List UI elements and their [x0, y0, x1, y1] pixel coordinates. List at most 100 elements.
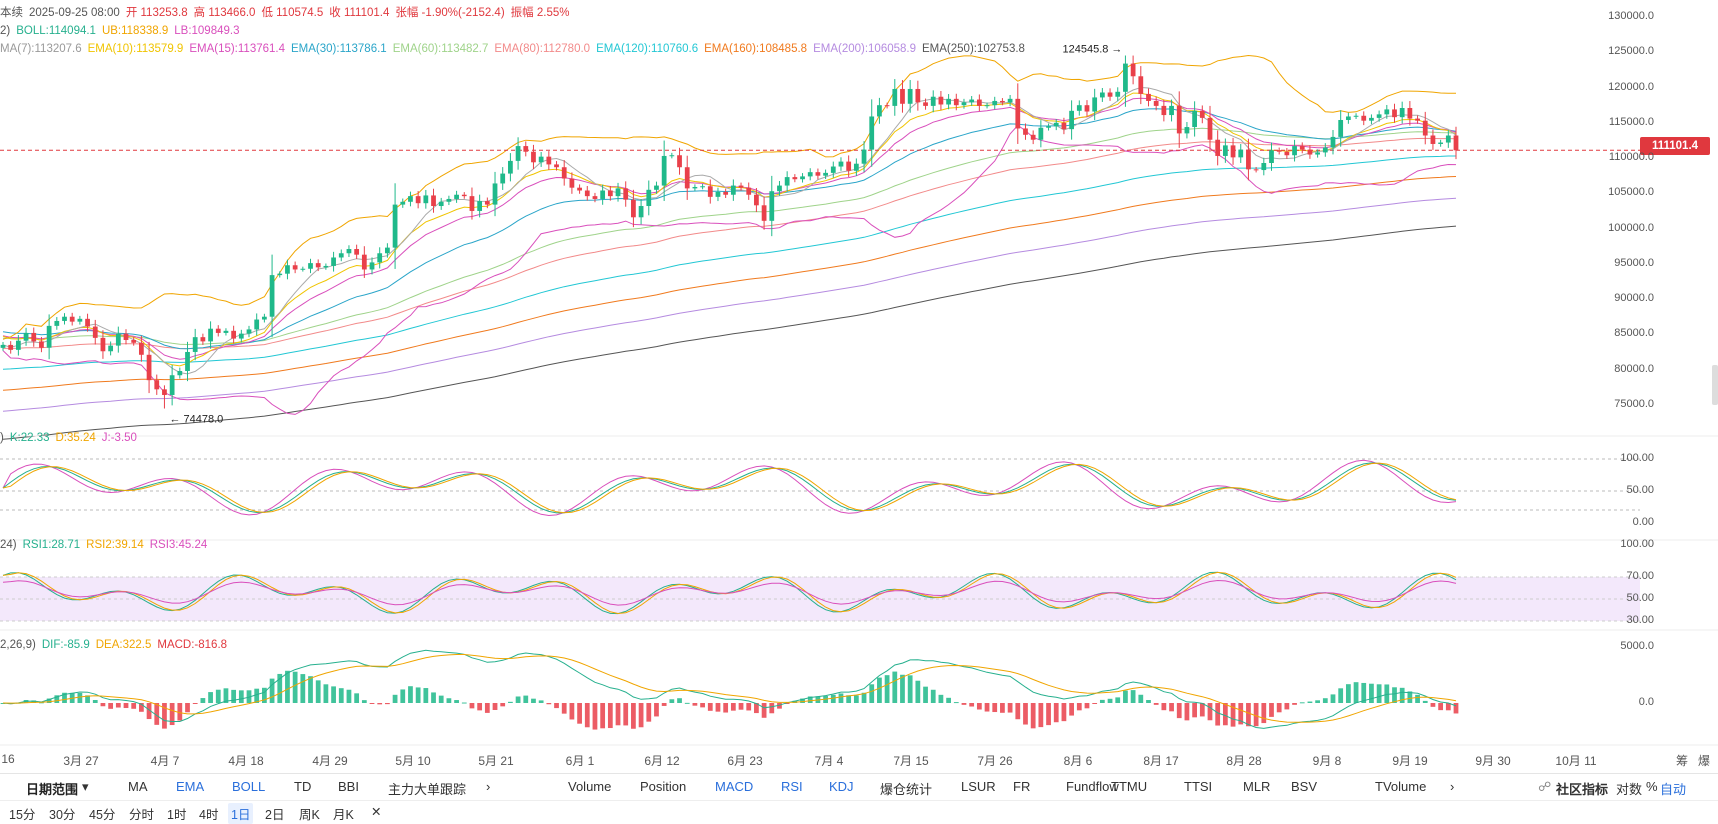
indicator-sub-6[interactable]: LSUR — [961, 779, 996, 794]
macd-bar — [1407, 691, 1413, 703]
chevron-down-icon[interactable]: ▾ — [82, 779, 89, 794]
legend-kdj-0: ) — [0, 432, 4, 444]
indicator-main-boll[interactable]: BOLL — [232, 779, 266, 794]
candle-body — [807, 172, 813, 177]
macd-bar — [338, 688, 344, 703]
candle-body — [1330, 136, 1336, 148]
indicator-main-bbi[interactable]: BBI — [338, 779, 359, 794]
macd-bar — [1338, 688, 1344, 703]
indicator-sub-5[interactable]: 爆仓统计 — [880, 782, 933, 797]
community-icon[interactable]: ☍ — [1538, 779, 1552, 794]
candle-body — [46, 325, 52, 348]
corner-label-liq[interactable]: 爆 — [1698, 754, 1711, 768]
indicator-toolbar: 日期范围 ▾ MA EMA BOLL TD BBI 主力大单跟踪 › Volume Position… — [0, 773, 1718, 801]
macd-bar — [1330, 694, 1336, 703]
candle-body — [615, 188, 621, 197]
macd-bar — [784, 703, 790, 704]
candle-body — [1146, 93, 1151, 101]
indicator-sub-8[interactable]: Fundflow — [1066, 779, 1119, 794]
candle-body — [1453, 135, 1459, 151]
macd-bar — [1392, 687, 1397, 703]
indicator-main-ema[interactable]: EMA — [176, 779, 205, 794]
macd-bar — [1299, 702, 1305, 704]
candle-body — [1069, 110, 1074, 130]
period-5[interactable]: 4时 — [199, 808, 219, 822]
close-icon[interactable]: ✕ — [371, 805, 382, 819]
indicator-sub-3[interactable]: RSI — [781, 779, 803, 794]
period-1[interactable]: 30分 — [49, 808, 76, 822]
legend-line3-1: EMA(10):113579.9 — [87, 43, 184, 55]
macd-bar — [838, 693, 844, 703]
indicator-main-ma[interactable]: MA — [128, 779, 148, 794]
candle-body — [1061, 122, 1067, 130]
candle-body — [838, 161, 844, 167]
macd-bar — [1130, 690, 1136, 703]
candle-body — [154, 380, 160, 390]
indicator-sub-4[interactable]: KDJ — [829, 779, 854, 794]
period-9[interactable]: 月K — [333, 808, 354, 822]
indicator-sub-2[interactable]: MACD — [715, 779, 754, 794]
macd-bar — [638, 703, 644, 728]
candle-body — [0, 344, 6, 348]
indicator-sub-0[interactable]: Volume — [568, 779, 612, 794]
chevron-right-icon[interactable]: › — [486, 779, 491, 794]
indicator-sub-7[interactable]: FR — [1013, 779, 1031, 794]
candle-body — [1430, 135, 1436, 144]
period-toolbar: 15分 30分 45分 分时 1时 4时 1日 2日 周K 月K ✕ — [0, 800, 1718, 824]
macd-bar — [907, 675, 913, 703]
macd-bar — [915, 680, 921, 703]
period-8[interactable]: 周K — [299, 808, 320, 822]
toolbar-right-2[interactable]: % — [1646, 779, 1658, 794]
macd-bar — [807, 696, 813, 703]
period-0[interactable]: 15分 — [9, 808, 36, 822]
macd-bar — [1023, 703, 1028, 725]
indicator-main-td[interactable]: TD — [294, 779, 312, 794]
candle-body — [1023, 128, 1028, 135]
indicator-sub-12[interactable]: BSV — [1291, 779, 1318, 794]
toolbar-right-3[interactable]: 自动 — [1660, 782, 1687, 797]
indicator-sub-9[interactable]: TTMU — [1111, 779, 1148, 794]
macd-dif-line — [2, 649, 1457, 729]
period-3[interactable]: 分时 — [129, 808, 155, 822]
indicator-sub-13[interactable]: TVolume — [1375, 779, 1427, 794]
toolbar-right-1[interactable]: 对数 — [1616, 782, 1643, 797]
macd-bar — [492, 703, 498, 710]
y-tick-label: 115000.0 — [1608, 115, 1654, 128]
macd-bar — [1000, 703, 1005, 713]
candle-body — [992, 100, 998, 106]
y-tick-label: 30.00 — [1626, 614, 1654, 626]
indicator-sub-11[interactable]: MLR — [1243, 779, 1271, 794]
macd-bar — [723, 703, 729, 713]
period-7[interactable]: 2日 — [265, 808, 285, 822]
corner-label-chip[interactable]: 筹 — [1676, 754, 1689, 768]
y-tick-label: 95000.0 — [1614, 256, 1654, 269]
macd-bar — [223, 688, 229, 703]
candle-body — [1092, 97, 1098, 112]
date-range-button[interactable]: 日期范围 — [26, 782, 79, 797]
candle-body — [830, 166, 836, 173]
candle-body — [938, 96, 944, 105]
candle-body — [561, 167, 567, 179]
macd-bar — [877, 677, 882, 703]
period-2[interactable]: 45分 — [89, 808, 116, 822]
legend-kdj-1: K:22.33 — [9, 432, 50, 444]
candle-body — [269, 275, 275, 317]
period-6[interactable]: 1日 — [228, 803, 254, 824]
candle-body — [853, 163, 859, 171]
indicator-sub-1[interactable]: Position — [640, 779, 687, 794]
rsi3-line — [2, 579, 1457, 606]
macd-bar — [1161, 703, 1167, 711]
macd-bar — [1015, 703, 1021, 720]
candle-body — [784, 177, 790, 186]
x-tick-label: 8月 28 — [1226, 754, 1262, 768]
toolbar-right-0[interactable]: 社区指标 — [1556, 782, 1609, 797]
candle-body — [254, 319, 260, 330]
indicator-sub-10[interactable]: TTSI — [1184, 779, 1213, 794]
macd-bar — [669, 699, 675, 703]
chevron-right-icon[interactable]: › — [1450, 779, 1455, 794]
indicator-main-主力大单跟踪[interactable]: 主力大单跟踪 — [388, 782, 467, 797]
scroll-handle[interactable] — [1712, 365, 1718, 405]
macd-bar — [677, 698, 682, 703]
period-4[interactable]: 1时 — [167, 808, 187, 822]
